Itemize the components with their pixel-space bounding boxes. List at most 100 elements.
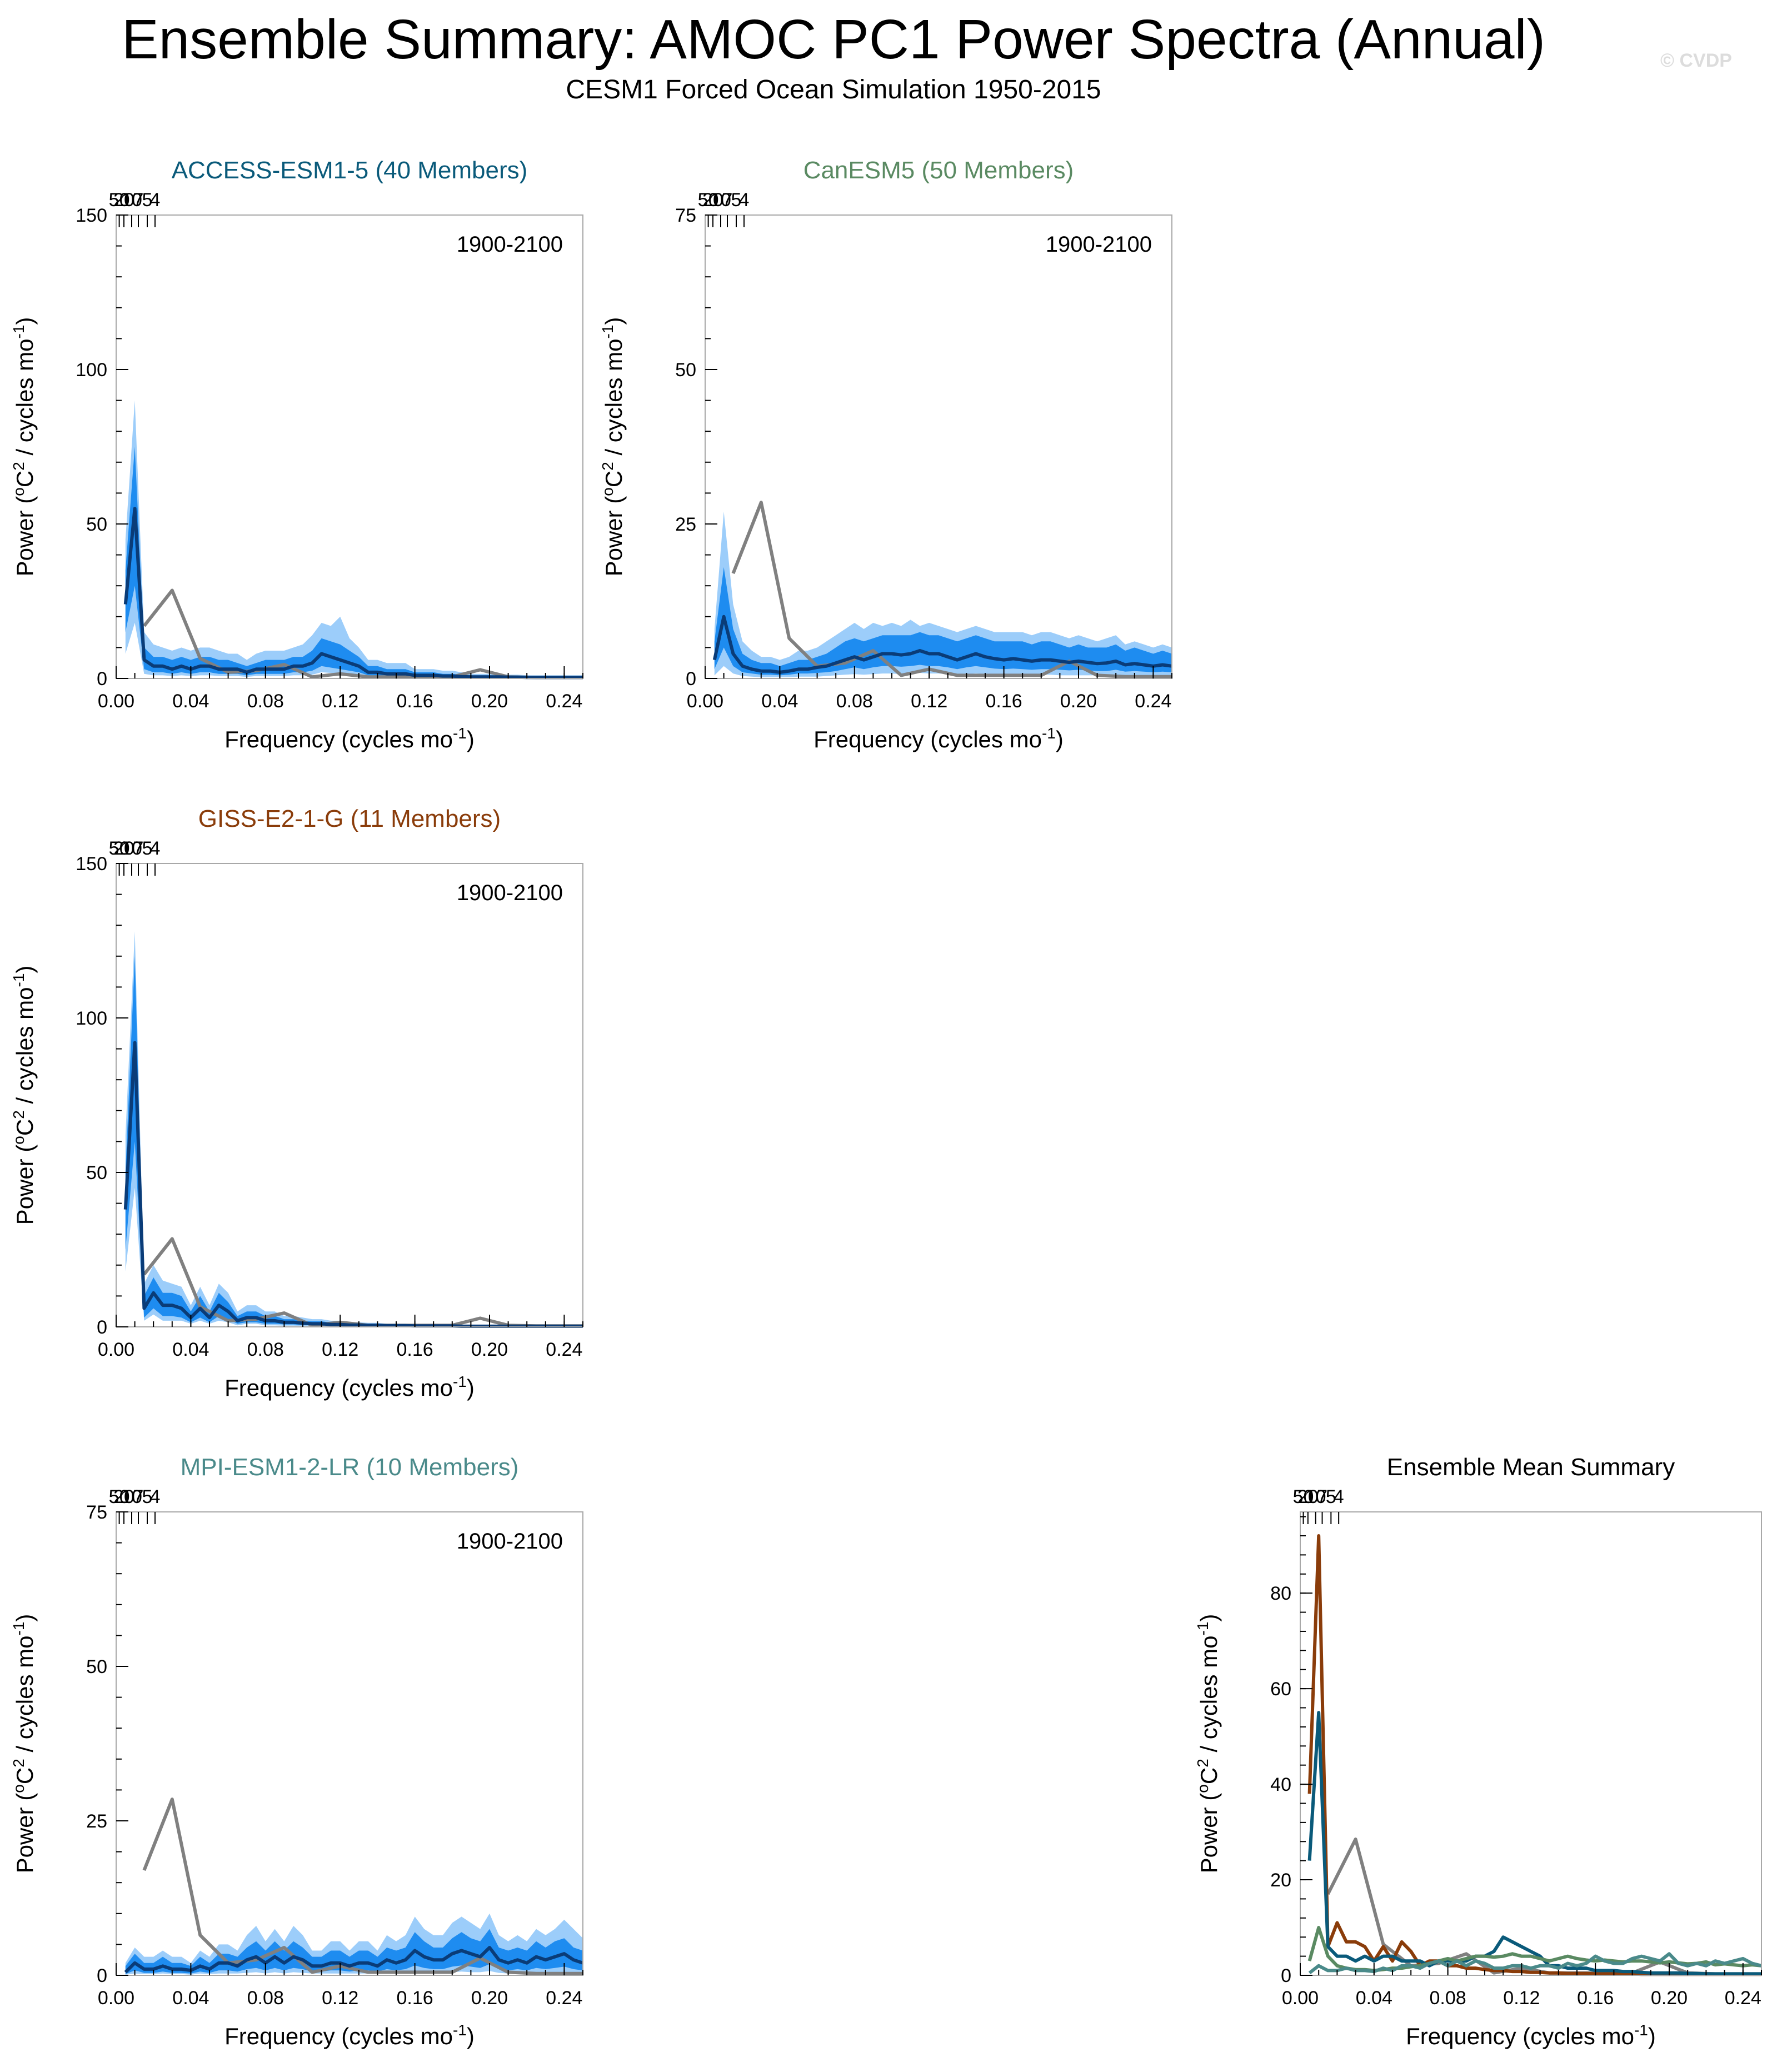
x-tick-label: 0.08 [247,1339,284,1360]
x-tick-label: 0.24 [1725,1988,1761,2009]
y-tick-label: 40 [1270,1774,1291,1795]
spread-band-outer [714,511,1172,677]
x-tick-label: 0.00 [98,1339,134,1360]
period-tick-label: 4 [739,189,750,211]
y-tick-label: 100 [76,360,107,381]
y-axis-label: Power (oC2 / cycles mo-1) [10,1614,38,1874]
period-tick-label: 20 [113,838,134,859]
period-tick-label: 50 [1293,1486,1314,1507]
x-tick-label: 0.04 [172,1988,209,2009]
panel-mpi: MPI-ESM1-2-LR (10 Members) 0.00 0.04 0.08 0.… [10,1454,583,2049]
x-tick-label: 0.12 [322,1339,358,1360]
period-label: 1900-2100 [457,881,563,905]
period-tick-label: 10 [121,189,142,211]
x-tick-label: 0.20 [471,1988,508,2009]
period-tick-label: 4 [1334,1486,1344,1507]
x-axis-label: Frequency (cycles mo-1) [813,725,1064,752]
spread-band-inner [714,567,1172,676]
y-tick-label: 150 [76,853,107,875]
page-subtitle: CESM1 Forced Ocean Simulation 1950-2015 [566,75,1101,104]
x-tick-label: 0.08 [247,691,284,712]
y-tick-label: 0 [686,668,696,690]
x-axis-label: Frequency (cycles mo-1) [224,725,475,752]
period-tick-label: 7 [133,1486,144,1507]
x-axis-label: Frequency (cycles mo-1) [224,2021,475,2049]
y-axis-label: Power (oC2 / cycles mo-1) [10,966,38,1225]
x-tick-label: 0.16 [397,1339,433,1360]
y-tick-label: 20 [1270,1870,1291,1891]
y-tick-label: 80 [1270,1583,1291,1604]
period-tick-label: 5 [142,1486,153,1507]
y-tick-label: 50 [86,1162,107,1184]
observed-line [143,1237,583,1328]
observed-line [142,1798,583,1975]
panel-summary: Ensemble Mean Summary 0.00 0.04 0.08 0.12 0.1… [1194,1454,1762,2049]
period-tick-label: 5 [1326,1486,1336,1507]
y-tick-label: 50 [86,1656,107,1677]
x-tick-label: 0.00 [98,1988,134,2009]
x-tick-label: 0.04 [1356,1988,1392,2009]
observed-line [1326,1838,1761,1976]
y-axis-label: Power (oC2 / cycles mo-1) [1194,1614,1222,1874]
observed-line [731,501,1172,678]
plot-frame [705,214,1172,679]
period-tick-label: 4 [150,1486,161,1507]
panel-title: Ensemble Mean Summary [1387,1454,1675,1481]
x-axis-label: Frequency (cycles mo-1) [224,1373,475,1401]
y-axis-label: Power (oC2 / cycles mo-1) [10,317,38,577]
x-axis-label: Frequency (cycles mo-1) [1406,2021,1656,2049]
y-tick-label: 75 [675,205,696,226]
x-tick-label: 0.24 [546,1988,582,2009]
x-tick-label: 0.20 [471,691,508,712]
x-tick-label: 0.24 [546,1339,582,1360]
x-tick-label: 0.00 [98,691,134,712]
x-tick-label: 0.16 [986,691,1022,712]
period-tick-label: 7 [722,189,733,211]
period-label: 1900-2100 [457,232,563,257]
period-tick-label: 10 [710,189,731,211]
period-tick-label: 10 [121,838,142,859]
period-tick-label: 7 [133,838,144,859]
period-tick-label: 5 [142,838,153,859]
x-tick-label: 0.16 [397,1988,433,2009]
x-tick-label: 0.20 [471,1339,508,1360]
y-tick-label: 50 [86,514,107,535]
panel-title: ACCESS-ESM1-5 (40 Members) [172,157,528,184]
y-tick-label: 60 [1270,1679,1291,1700]
x-tick-label: 0.20 [1060,691,1097,712]
spread-band-outer [125,400,583,678]
period-tick-label: 50 [109,838,130,859]
plot-frame [116,1511,583,1976]
x-tick-label: 0.24 [546,691,582,712]
panel-giss: GISS-E2-1-G (11 Members) 0.00 0.04 0.08 0.12… [10,805,583,1401]
period-tick-label: 20 [1297,1486,1319,1507]
x-tick-label: 0.12 [322,1988,358,2009]
y-tick-label: 0 [1281,1965,1291,1986]
panel-title: CanESM5 (50 Members) [803,157,1074,184]
period-tick-label: 50 [109,189,130,211]
period-tick-label: 5 [142,189,153,211]
x-tick-label: 0.04 [172,1339,209,1360]
x-tick-label: 0.04 [761,691,798,712]
x-tick-label: 0.04 [172,691,209,712]
y-tick-label: 0 [97,668,107,690]
ensemble-mean-line [123,507,583,680]
ensemble-mean-line [124,1946,583,1974]
y-tick-label: 25 [675,514,696,535]
page-title: Ensemble Summary: AMOC PC1 Power Spectra… [121,8,1546,71]
x-tick-label: 0.08 [1430,1988,1466,2009]
model-line-giss [1307,1534,1761,1976]
ensemble-mean-line [712,615,1172,674]
period-label: 1900-2100 [457,1529,563,1554]
panel-canesm: CanESM5 (50 Members) 0.00 0.04 0.08 0.12 0.16… [599,157,1172,752]
x-tick-label: 0.20 [1651,1988,1688,2009]
cvdp-watermark: © CVDP [1660,50,1732,71]
ensemble-mean-line [123,1041,583,1328]
x-tick-label: 0.24 [1135,691,1171,712]
x-tick-label: 0.12 [911,691,947,712]
period-tick-label: 20 [702,189,723,211]
y-tick-label: 0 [97,1317,107,1338]
period-tick-label: 7 [1317,1486,1327,1507]
x-tick-label: 0.08 [247,1988,284,2009]
